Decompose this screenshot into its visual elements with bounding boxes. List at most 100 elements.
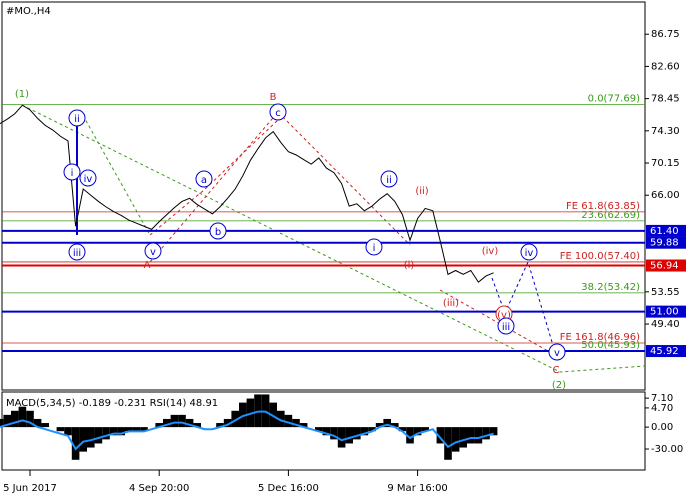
x-tick-label: 5 Jun 2017 — [3, 483, 57, 494]
wave-label: iii — [73, 248, 81, 259]
macd-bar — [239, 402, 247, 428]
rsi-line — [0, 410, 494, 451]
fib-label: FE 100.0(57.40) — [560, 251, 640, 262]
indicator-tick-label: -30.00 — [651, 444, 683, 455]
red-wave-line — [149, 119, 279, 236]
macd-bar — [11, 410, 19, 428]
wave-circle — [365, 238, 383, 256]
level-box — [646, 224, 686, 237]
wave-circle — [195, 170, 213, 188]
price-line — [0, 104, 494, 283]
level-box — [646, 259, 686, 272]
level-label: 51.00 — [650, 307, 679, 318]
wave-circle — [548, 343, 566, 361]
macd-bar — [125, 427, 133, 432]
macd-bar — [155, 423, 163, 428]
macd-bar — [41, 423, 49, 428]
wave-label: iv — [84, 174, 93, 185]
level-box — [646, 236, 686, 249]
wave-label: (iii) — [443, 298, 459, 309]
indicator-tick-label: 0.00 — [651, 422, 673, 433]
wave-label: (1) — [15, 89, 29, 100]
fib-label: 38.2(53.42) — [581, 282, 640, 293]
macd-bar — [353, 427, 361, 440]
wave-label: c — [275, 108, 281, 119]
fib-label: 0.0(77.69) — [588, 94, 640, 105]
macd-bar — [489, 427, 498, 436]
wave-circle — [269, 103, 287, 121]
macd-bar — [231, 410, 239, 428]
macd-bar — [140, 427, 148, 432]
macd-bar — [56, 427, 65, 432]
macd-bar — [26, 410, 34, 428]
macd-bar — [33, 418, 42, 428]
macd-bar — [18, 406, 27, 428]
y-tick-label: 66.00 — [651, 190, 680, 201]
wave-label: C — [553, 365, 560, 376]
macd-bar — [451, 427, 460, 452]
macd-bar — [413, 427, 422, 436]
macd-bar — [3, 414, 12, 428]
macd-bar — [284, 414, 293, 428]
macd-bar — [482, 427, 490, 440]
fib-label: FE 161.8(46.96) — [560, 332, 640, 343]
macd-bar — [436, 427, 445, 444]
macd-bar — [71, 427, 80, 460]
macd-bar — [383, 418, 391, 428]
price-panel — [1, 1, 646, 391]
macd-bar — [64, 427, 72, 436]
red-wave-line — [439, 289, 556, 356]
macd-bar — [368, 427, 376, 432]
wave-circle — [380, 170, 398, 188]
macd-bar — [132, 427, 141, 432]
macd-bar — [87, 427, 95, 448]
wave-circle — [68, 109, 86, 127]
wave-circle — [144, 242, 162, 260]
macd-bar — [0, 418, 4, 428]
blue-wave-line — [491, 260, 556, 353]
level-label: 61.40 — [650, 226, 679, 237]
macd-bar — [292, 418, 300, 428]
wave-label: iv — [525, 248, 534, 259]
macd-bar — [375, 423, 384, 428]
macd-bar — [170, 414, 179, 428]
wave-label: (iv) — [482, 246, 499, 257]
macd-bar — [163, 418, 171, 428]
macd-bar — [337, 427, 346, 448]
wave-circle — [520, 243, 538, 261]
macd-bar — [185, 418, 194, 428]
macd-bar — [193, 423, 201, 428]
fib-label: 23.6(62.69) — [581, 210, 640, 221]
macd-bar — [315, 427, 323, 432]
indicator-title: MACD(5,34,5) -0.189 -0.231 RSI(14) 48.91 — [6, 398, 218, 409]
y-tick-label: 74.30 — [651, 126, 680, 137]
y-tick-label: 49.40 — [651, 319, 680, 330]
wave-label: B — [270, 92, 277, 103]
wave-label: (i) — [404, 260, 415, 271]
macd-bar — [216, 423, 224, 428]
y-tick-label: 70.15 — [651, 158, 680, 169]
macd-bar — [223, 418, 232, 428]
x-tick-label: 5 Dec 16:00 — [258, 483, 319, 494]
wave-label: b — [215, 227, 221, 238]
macd-bar — [117, 427, 125, 436]
macd-bar — [79, 427, 87, 452]
macd-bar — [322, 427, 331, 436]
wave-label: i — [71, 168, 74, 179]
x-tick-label: 9 Mar 16:00 — [387, 483, 447, 494]
macd-bar — [109, 427, 118, 436]
x-tick-label: 4 Sep 20:00 — [129, 483, 189, 494]
wave-label: a — [201, 175, 207, 186]
wave-label: v — [150, 247, 156, 258]
macd-bar — [391, 423, 399, 428]
indicator-tick-label: 7.10 — [651, 393, 673, 404]
wave-label: A — [144, 260, 151, 271]
macd-bar — [406, 427, 414, 444]
level-box — [646, 345, 686, 358]
macd-bar — [459, 427, 467, 448]
macd-bar — [345, 427, 353, 444]
chart-title: #MO.,H4 — [6, 6, 51, 17]
macd-bar — [299, 423, 308, 428]
